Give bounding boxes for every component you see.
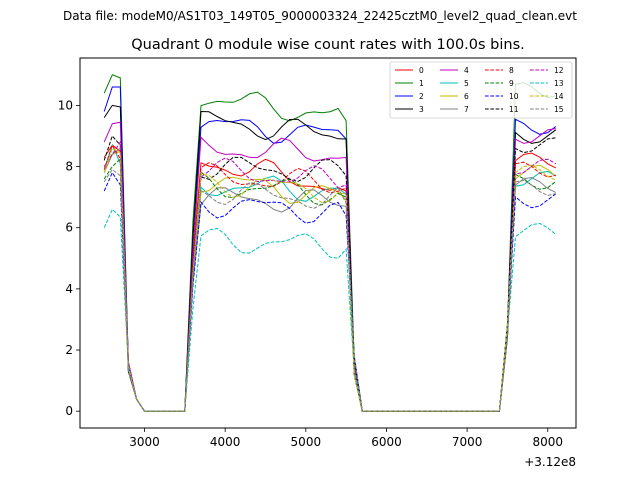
x-tick-label: 7000 (452, 435, 483, 449)
x-tick-label: 6000 (371, 435, 402, 449)
chart-title: Quadrant 0 module wise count rates with … (131, 37, 525, 53)
y-tick-label: 10 (58, 98, 73, 112)
legend-label: 14 (554, 92, 564, 101)
legend-label: 10 (509, 92, 519, 101)
series-layer (103, 74, 557, 412)
x-offset-label: +3.12e8 (524, 455, 576, 469)
legend-label: 13 (554, 79, 564, 88)
x-tick-label: 5000 (291, 435, 322, 449)
legend-label: 9 (509, 79, 514, 88)
figure-suptitle: Data file: modeM0/AS1T03_149T05_90000033… (63, 9, 577, 23)
x-tick-label: 4000 (210, 435, 241, 449)
series-line-15 (103, 168, 556, 412)
legend-label: 2 (419, 92, 424, 101)
legend-label: 3 (419, 105, 424, 114)
y-tick-label: 2 (65, 343, 73, 357)
y-tick-label: 6 (65, 221, 73, 235)
legend-label: 1 (419, 79, 424, 88)
y-axis: 0 2 4 6 8 10 (58, 98, 80, 418)
series-line-9 (103, 157, 557, 412)
y-tick-label: 0 (65, 404, 73, 418)
legend-box (389, 61, 573, 119)
legend-label: 7 (464, 105, 469, 114)
y-tick-label: 4 (65, 282, 73, 296)
legend-label: 5 (464, 79, 469, 88)
legend-label: 11 (509, 105, 519, 114)
legend-label: 0 (419, 66, 424, 75)
legend-label: 4 (464, 66, 469, 75)
x-axis: 3000 4000 5000 6000 7000 8000 (129, 428, 563, 449)
legend-label: 8 (509, 66, 514, 75)
y-tick-label: 8 (65, 160, 73, 174)
x-tick-label: 8000 (532, 435, 563, 449)
legend-label: 12 (554, 66, 564, 75)
legend-label: 6 (464, 92, 469, 101)
axes-frame (79, 57, 577, 429)
x-tick-label: 3000 (129, 435, 160, 449)
legend-label: 15 (554, 105, 564, 114)
